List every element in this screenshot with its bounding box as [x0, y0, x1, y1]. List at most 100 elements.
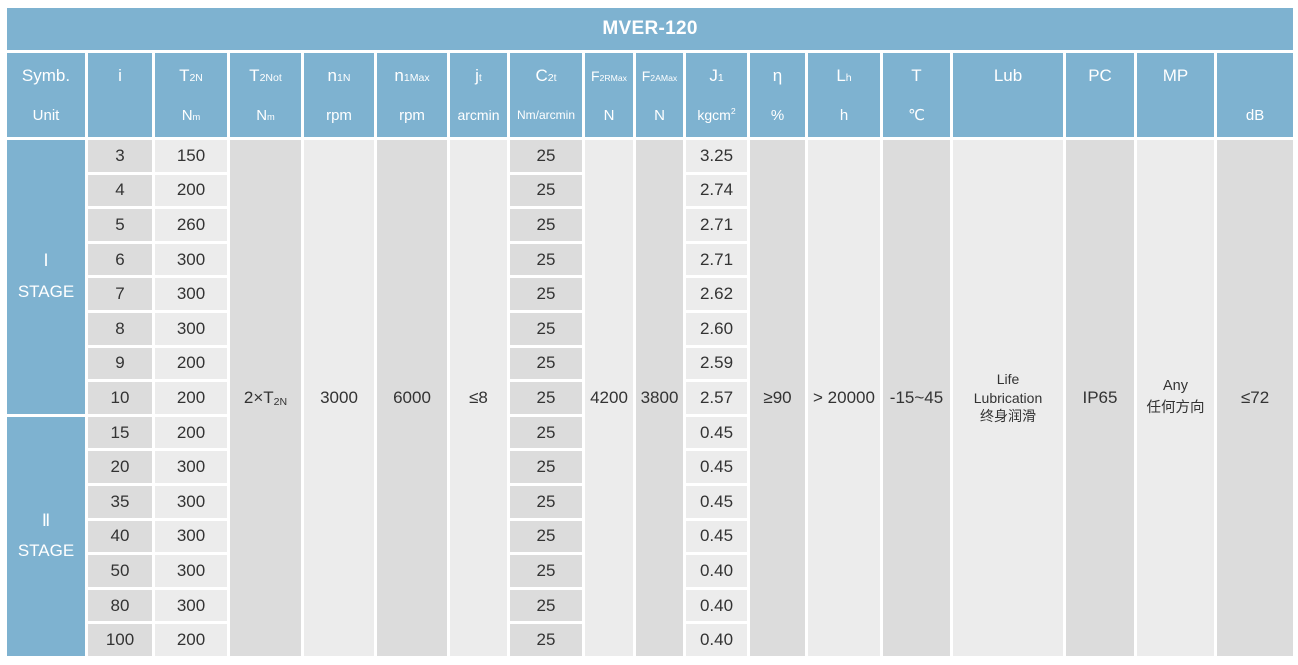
- cell-t2n: 200: [155, 416, 227, 449]
- stage-cell: Ⅱ STAGE: [7, 416, 85, 656]
- cell-c2t: 25: [510, 243, 582, 276]
- table-row: Ⅰ STAGE 3 150 2×T2N 3000 6000 ≤8 25 4200 3800 3.25 ≥…: [7, 140, 1294, 656]
- table-row: 8 300 25 2.60: [7, 312, 1293, 345]
- merged-cell-lub: Life Lubrication 终身润滑: [953, 140, 1063, 656]
- table-row: 20 300 25 0.45: [7, 451, 1293, 483]
- merged-cell-t: -15~45: [883, 140, 950, 656]
- cell-i: 5: [88, 209, 152, 241]
- cell-t2n: 200: [155, 174, 227, 207]
- cell-t2n: 200: [155, 347, 227, 380]
- cell-j1: 2.60: [686, 312, 747, 345]
- cell-t2n: 300: [155, 278, 227, 310]
- merged-cell-f2amax: 3800: [636, 140, 683, 656]
- merged-cell-f2rmax: 4200: [585, 140, 633, 656]
- cell-c2t: 25: [510, 485, 582, 518]
- cell-i: 10: [88, 382, 152, 414]
- cell-c2t: 25: [510, 278, 582, 310]
- cell-i: 35: [88, 485, 152, 518]
- cell-j1: 2.62: [686, 278, 747, 310]
- cell-i: 20: [88, 451, 152, 483]
- cell-t2n: 300: [155, 555, 227, 587]
- table-row: 5 260 25 2.71: [7, 209, 1293, 241]
- cell-i: 4: [88, 174, 152, 207]
- col-header-lub: Lub: [953, 53, 1063, 137]
- cell-j1: 0.40: [686, 555, 747, 587]
- cell-c2t: 25: [510, 555, 582, 587]
- cell-t2n: 300: [155, 520, 227, 553]
- cell-t2n: 300: [155, 589, 227, 622]
- merged-cell-jt: ≤8: [450, 140, 507, 656]
- table-row: 10 200 25 2.57: [7, 382, 1293, 414]
- table-row: 4 200 25 2.74: [7, 174, 1293, 207]
- cell-c2t: 25: [510, 209, 582, 241]
- title-row: MVER-120: [7, 8, 1294, 50]
- merged-cell-db: ≤72: [1217, 140, 1294, 656]
- cell-i: 50: [88, 555, 152, 587]
- col-header-eta: η%: [750, 53, 805, 137]
- cell-j1: 2.57: [686, 382, 747, 414]
- merged-cell-n1n: 3000: [304, 140, 374, 656]
- table-row: 40 300 25 0.45: [7, 520, 1293, 553]
- cell-j1: 2.74: [686, 174, 747, 207]
- table-row: 7 300 25 2.62: [7, 278, 1293, 310]
- merged-cell-t2not: 2×T2N: [230, 140, 301, 656]
- merged-cell-pc: IP65: [1066, 140, 1134, 656]
- cell-t2n: 300: [155, 485, 227, 518]
- cell-c2t: 25: [510, 451, 582, 483]
- cell-i: 100: [88, 624, 152, 656]
- cell-j1: 2.71: [686, 209, 747, 241]
- col-header-i: i: [88, 53, 152, 137]
- cell-j1: 3.25: [686, 140, 747, 172]
- table-row: 6 300 25 2.71: [7, 243, 1293, 276]
- cell-i: 8: [88, 312, 152, 345]
- cell-c2t: 25: [510, 624, 582, 656]
- col-header-j1: J 1 kgcm 2: [686, 53, 747, 137]
- cell-c2t: 25: [510, 312, 582, 345]
- col-header-f2amax: F 2AMax N: [636, 53, 683, 137]
- cell-j1: 0.45: [686, 520, 747, 553]
- cell-t2n: 200: [155, 624, 227, 656]
- table-row: 35 300 25 0.45: [7, 485, 1293, 518]
- table-row: 50 300 25 0.40: [7, 555, 1293, 587]
- cell-j1: 2.59: [686, 347, 747, 380]
- cell-j1: 0.40: [686, 589, 747, 622]
- stage-cell: Ⅰ STAGE: [7, 140, 85, 414]
- col-header-mp: MP: [1137, 53, 1214, 137]
- cell-i: 40: [88, 520, 152, 553]
- cell-t2n: 300: [155, 312, 227, 345]
- col-header-t: T ℃: [883, 53, 950, 137]
- cell-i: 80: [88, 589, 152, 622]
- cell-t2n: 300: [155, 243, 227, 276]
- cell-c2t: 25: [510, 520, 582, 553]
- cell-j1: 0.45: [686, 485, 747, 518]
- cell-t2n: 260: [155, 209, 227, 241]
- cell-c2t: 25: [510, 382, 582, 414]
- merged-cell-n1max: 6000: [377, 140, 447, 656]
- cell-t2n: 150: [155, 140, 227, 172]
- cell-i: 6: [88, 243, 152, 276]
- col-header-n1n: n 1N rpm: [304, 53, 374, 137]
- cell-i: 7: [88, 278, 152, 310]
- table-row: 100 200 25 0.40: [7, 624, 1293, 656]
- col-header-symb: Symb. Unit: [7, 53, 85, 137]
- merged-cell-lh: > 20000: [808, 140, 880, 656]
- col-header-pc: PC: [1066, 53, 1134, 137]
- table-title: MVER-120: [7, 8, 1294, 50]
- table-row: 9 200 25 2.59: [7, 347, 1293, 380]
- cell-t2n: 200: [155, 382, 227, 414]
- cell-i: 9: [88, 347, 152, 380]
- cell-i: 3: [88, 140, 152, 172]
- cell-c2t: 25: [510, 174, 582, 207]
- col-header-c2t: C 2t Nm/arcmin: [510, 53, 582, 137]
- col-header-f2rmax: F 2RMax N: [585, 53, 633, 137]
- cell-c2t: 25: [510, 416, 582, 449]
- merged-cell-mp: Any 任何方向: [1137, 140, 1214, 656]
- table-row: Ⅱ STAGE 15 200 25 0.45: [7, 416, 1293, 656]
- cell-j1: 0.40: [686, 624, 747, 656]
